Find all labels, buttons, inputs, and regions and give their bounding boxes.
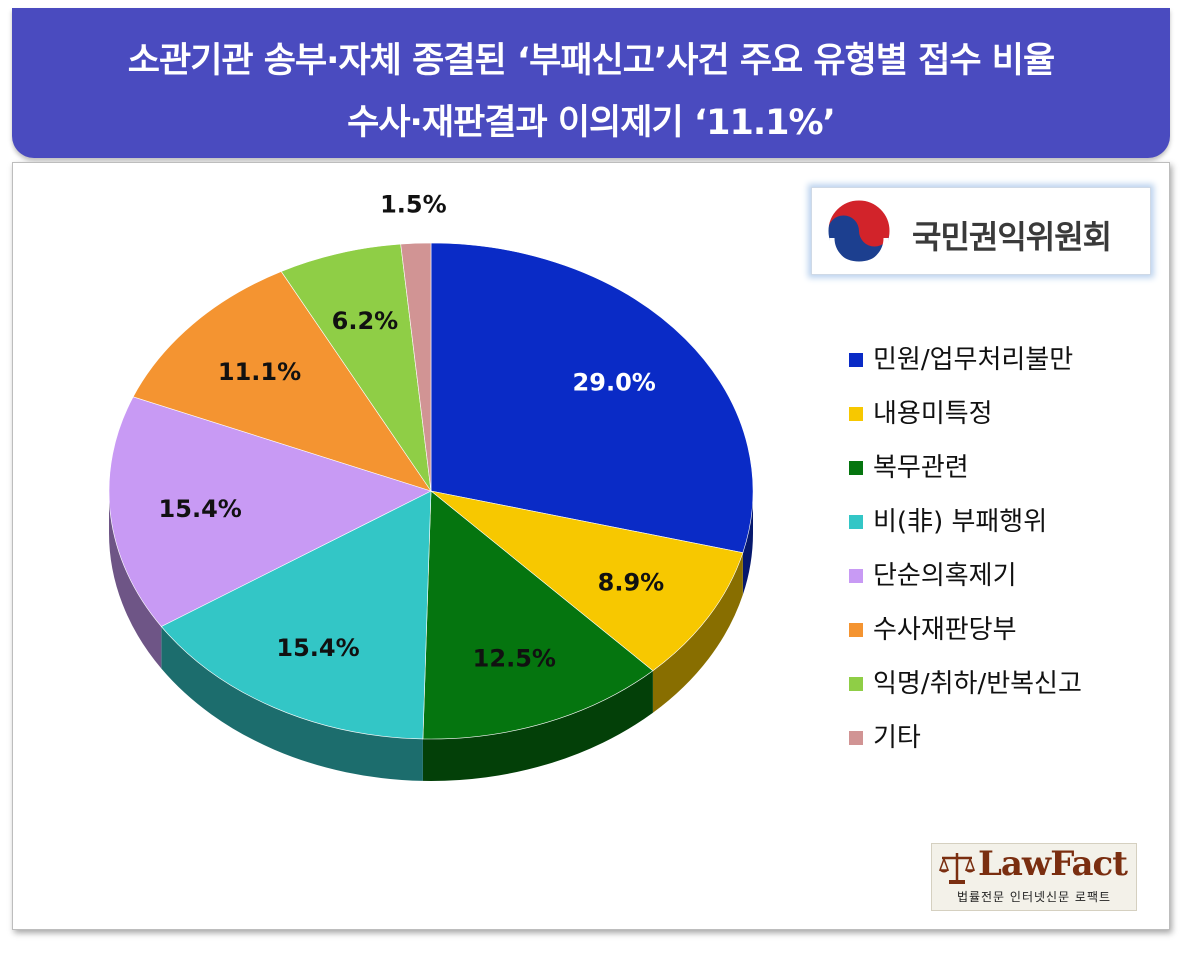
legend-label: 복무관련 [873,453,969,483]
pie-side-1 [652,552,743,713]
legend-swatch [849,515,863,529]
pie-depth [109,491,753,781]
data-label-6: 6.2% [332,307,399,335]
legend-label: 기타 [873,723,921,753]
legend-item-4: 단순의혹제기 [849,559,1159,613]
legend-label: 민원/업무처리불만 [873,345,1074,375]
data-label-1: 8.9% [598,568,665,596]
legend-label: 수사재판당부 [873,615,1017,645]
data-label-7: 1.5% [380,191,447,219]
lawfact-brand: LawFact [978,844,1128,884]
org-name: 국민권익위원회 [912,218,1112,256]
legend-swatch [849,677,863,691]
data-label-0: 29.0% [573,369,656,397]
pie-side-4 [109,491,162,669]
data-label-5: 11.1% [218,358,301,386]
lawfact-tagline: 법률전문 인터넷신문 로팩트 [956,890,1112,904]
legend-swatch [849,407,863,421]
pie-slice-6 [280,243,432,492]
data-label-4: 15.4% [159,495,242,523]
pie-slice-0 [430,242,754,554]
pie-slice-7 [400,242,432,492]
title-banner: 소관기관 송부·자체 종결된 ‘부패신고’사건 주요 유형별 접수 비율 수사·… [12,8,1170,158]
legend-swatch [849,623,863,637]
legend-item-5: 수사재판당부 [849,613,1159,667]
pie-slice-1 [430,490,744,672]
legend-swatch [849,731,863,745]
legend-swatch [849,569,863,583]
pie-slice-5 [132,271,432,492]
legend-item-0: 민원/업무처리불만 [849,343,1159,397]
chart-frame: 29.0% 8.9% 12.5% 15.4% 15.4% 11.1% 6.2% 1.5% 국민… [12,162,1170,930]
data-label-2: 12.5% [473,645,556,673]
legend-label: 내용미특정 [873,399,993,429]
pie-top [108,242,754,740]
legend-label: 비(非) 부패행위 [873,507,1048,537]
pie-side-3 [161,626,423,781]
pie-slice-4 [108,396,432,627]
pie-slice-2 [422,490,654,740]
pie-slice-3 [160,490,432,740]
legend-label: 익명/취하/반복신고 [873,669,1082,699]
legend-item-3: 비(非) 부패행위 [849,505,1159,559]
scales-icon [938,853,976,884]
legend-item-1: 내용미특정 [849,397,1159,451]
chart-subtitle: 수사·재판결과 이의제기 ‘11.1%’ [347,103,836,143]
pie-side-2 [422,670,653,781]
lawfact-watermark: LawFact 법률전문 인터넷신문 로팩트 [931,843,1137,911]
legend-item-7: 기타 [849,721,1159,775]
legend-swatch [849,353,863,367]
legend-label: 단순의혹제기 [873,561,1017,591]
legend-item-2: 복무관련 [849,451,1159,505]
pie-side-0 [742,491,753,595]
taegeuk-icon [827,199,891,264]
legend-item-6: 익명/취하/반복신고 [849,667,1159,721]
pie-labels: 29.0% 8.9% 12.5% 15.4% 15.4% 11.1% 6.2% 1.5% [159,191,665,673]
legend-swatch [849,461,863,475]
chart-title: 소관기관 송부·자체 종결된 ‘부패신고’사건 주요 유형별 접수 비율 [127,41,1055,81]
government-logo: 국민권익위원회 [811,187,1151,275]
data-label-3: 15.4% [276,634,359,662]
pie-chart: 29.0% 8.9% 12.5% 15.4% 15.4% 11.1% 6.2% 1.5% [108,191,754,781]
